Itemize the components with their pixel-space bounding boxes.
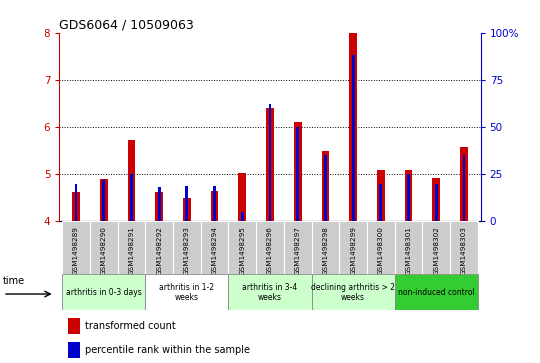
Text: non-induced control: non-induced control <box>398 288 475 297</box>
Text: GSM1498292: GSM1498292 <box>156 226 162 274</box>
Bar <box>127 140 136 221</box>
Text: GSM1498298: GSM1498298 <box>322 226 328 274</box>
Bar <box>324 155 327 221</box>
Bar <box>266 108 274 221</box>
Bar <box>103 180 105 221</box>
Text: GSM1498295: GSM1498295 <box>239 226 245 274</box>
Text: GSM1498300: GSM1498300 <box>378 226 384 274</box>
Text: GSM1498290: GSM1498290 <box>101 226 107 274</box>
Text: arthritis in 3-4
weeks: arthritis in 3-4 weeks <box>242 282 298 302</box>
Bar <box>296 127 299 221</box>
Bar <box>404 170 413 221</box>
Bar <box>228 274 312 310</box>
Bar <box>294 122 302 221</box>
Bar <box>395 221 422 274</box>
Bar <box>185 185 188 221</box>
Text: GSM1498303: GSM1498303 <box>461 226 467 274</box>
Bar <box>312 221 339 274</box>
Bar <box>395 274 478 310</box>
Text: GSM1498297: GSM1498297 <box>295 226 301 274</box>
Bar <box>268 105 272 221</box>
Bar <box>213 185 216 221</box>
Bar <box>118 221 145 274</box>
Text: arthritis in 0-3 days: arthritis in 0-3 days <box>66 288 141 297</box>
Bar <box>228 221 256 274</box>
Text: transformed count: transformed count <box>85 321 176 331</box>
Bar <box>183 198 191 221</box>
Bar <box>239 173 246 221</box>
Bar <box>72 192 80 221</box>
Bar <box>130 174 133 221</box>
Bar <box>145 221 173 274</box>
Text: GDS6064 / 10509063: GDS6064 / 10509063 <box>59 19 194 32</box>
Bar <box>450 221 478 274</box>
Text: percentile rank within the sample: percentile rank within the sample <box>85 345 249 355</box>
Bar <box>68 342 79 358</box>
Bar <box>377 170 384 221</box>
Bar <box>433 178 440 221</box>
Bar <box>68 318 79 334</box>
Text: GSM1498293: GSM1498293 <box>184 226 190 274</box>
Bar <box>460 147 468 221</box>
Bar <box>422 221 450 274</box>
Bar <box>62 221 90 274</box>
Text: GSM1498294: GSM1498294 <box>212 226 218 274</box>
Bar <box>156 192 163 221</box>
Bar <box>321 151 329 221</box>
Bar <box>158 187 160 221</box>
Bar <box>173 221 201 274</box>
Bar <box>349 33 357 221</box>
Text: GSM1498291: GSM1498291 <box>129 226 134 274</box>
Bar <box>367 221 395 274</box>
Bar <box>211 191 219 221</box>
Text: arthritis in 1-2
weeks: arthritis in 1-2 weeks <box>159 282 214 302</box>
Bar <box>75 184 77 221</box>
Text: GSM1498301: GSM1498301 <box>406 226 411 274</box>
Bar <box>62 274 145 310</box>
Text: GSM1498289: GSM1498289 <box>73 226 79 274</box>
Bar <box>201 221 228 274</box>
Text: declining arthritis > 2
weeks: declining arthritis > 2 weeks <box>311 282 395 302</box>
Text: GSM1498299: GSM1498299 <box>350 226 356 274</box>
Bar <box>256 221 284 274</box>
Bar <box>463 155 465 221</box>
Bar <box>312 274 395 310</box>
Bar <box>284 221 312 274</box>
Bar <box>407 174 410 221</box>
Bar <box>90 221 118 274</box>
Bar <box>100 179 107 221</box>
Bar <box>339 221 367 274</box>
Text: time: time <box>3 276 25 286</box>
Bar <box>380 184 382 221</box>
Bar <box>352 55 355 221</box>
Bar <box>241 212 244 221</box>
Bar <box>435 184 437 221</box>
Text: GSM1498296: GSM1498296 <box>267 226 273 274</box>
Bar <box>145 274 228 310</box>
Text: GSM1498302: GSM1498302 <box>433 226 439 274</box>
